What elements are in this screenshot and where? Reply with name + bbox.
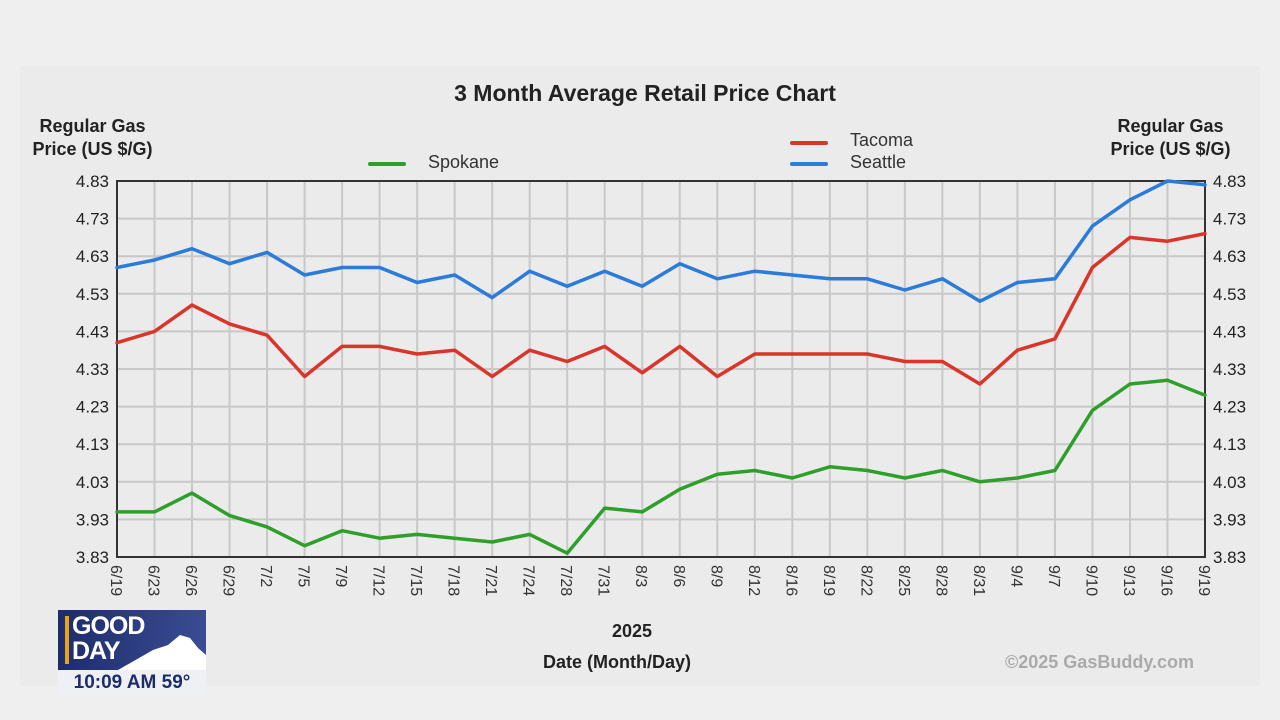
- x-tick-label: 9/16: [1157, 565, 1174, 596]
- x-tick-label: 6/26: [182, 565, 199, 596]
- x-tick-label: 7/15: [407, 565, 424, 596]
- x-tick-label: 8/6: [670, 565, 687, 587]
- y-tick-label-left: 4.63: [76, 247, 109, 266]
- clock-time: 10:09 AM: [73, 672, 157, 693]
- y-tick-label-left: 3.83: [76, 548, 109, 567]
- temperature: 59°: [161, 672, 191, 693]
- x-tick-label: 9/7: [1045, 565, 1062, 587]
- good-day-logo: GOOD DAY 10:09 AM 59°: [58, 610, 206, 696]
- y-tick-label-right: 4.23: [1213, 398, 1246, 417]
- y-tick-label-left: 4.33: [76, 360, 109, 379]
- y-tick-label-left: 4.13: [76, 435, 109, 454]
- x-tick-label: 8/25: [895, 565, 912, 596]
- y-tick-label-left: 4.23: [76, 398, 109, 417]
- y-axis-label-right-line2: Price (US $/G): [1110, 139, 1231, 159]
- x-tick-label: 8/22: [857, 565, 874, 596]
- logo-text-line1: GOOD: [72, 612, 145, 640]
- series-line-tacoma: [115, 231, 1207, 386]
- x-tick-label: 7/18: [445, 565, 462, 596]
- x-tick-label: 7/12: [370, 565, 387, 596]
- time-temp-bar: 10:09 AM 59°: [58, 670, 206, 696]
- x-axis-title: Date (Month/Day): [543, 652, 691, 672]
- logo-text-line2: DAY: [72, 637, 121, 665]
- y-tick-label-left: 4.73: [76, 210, 109, 229]
- x-tick-label: 7/24: [520, 565, 537, 596]
- y-tick-label-left: 3.93: [76, 510, 109, 529]
- legend-swatch-spokane: [368, 162, 406, 166]
- legend-label-spokane: Spokane: [428, 152, 500, 172]
- x-tick-label: 7/9: [332, 565, 349, 587]
- logo-accent-bar: [65, 616, 69, 664]
- y-tick-label-right: 3.93: [1213, 510, 1246, 529]
- y-tick-label-left: 4.03: [76, 473, 109, 492]
- legend-swatch-seattle: [790, 162, 828, 166]
- series-line-seattle: [115, 179, 1207, 304]
- y-axis-label-left-line2: Price (US $/G): [32, 139, 153, 159]
- plot-border: [116, 180, 1206, 558]
- y-axis-label-left: Regular Gas Price (US $/G): [20, 115, 165, 161]
- logo-banner: GOOD DAY: [58, 610, 206, 670]
- y-tick-label-right: 4.63: [1213, 247, 1246, 266]
- x-tick-label: 9/4: [1007, 565, 1024, 587]
- gasbuddy-watermark: ©2025 GasBuddy.com: [1005, 652, 1194, 672]
- y-axis-label-right-line1: Regular Gas: [1117, 116, 1224, 136]
- x-tick-label: 6/29: [220, 565, 237, 596]
- y-tick-label-left: 4.53: [76, 285, 109, 304]
- x-tick-label: 8/12: [745, 565, 762, 596]
- x-tick-label: 6/23: [145, 565, 162, 596]
- series-line-spokane: [115, 378, 1207, 555]
- x-tick-label: 7/2: [257, 565, 274, 587]
- x-tick-label: 7/5: [295, 565, 312, 587]
- x-tick-label: 7/31: [595, 565, 612, 596]
- y-tick-label-right: 4.03: [1213, 473, 1246, 492]
- y-tick-label-right: 3.83: [1213, 548, 1246, 567]
- logo-text: GOOD DAY: [72, 612, 145, 665]
- y-tick-label-right: 4.83: [1213, 172, 1246, 191]
- y-tick-label-left: 4.43: [76, 322, 109, 341]
- chart-title: 3 Month Average Retail Price Chart: [454, 80, 836, 106]
- x-tick-label: 7/28: [557, 565, 574, 596]
- y-tick-label-right: 4.73: [1213, 210, 1246, 229]
- x-tick-label: 8/3: [632, 565, 649, 587]
- legend-label-tacoma: Tacoma: [850, 130, 914, 150]
- x-tick-label: 9/13: [1120, 565, 1137, 596]
- y-axis-label-left-line1: Regular Gas: [39, 116, 146, 136]
- x-tick-label: 6/19: [107, 565, 124, 596]
- x-tick-label: 8/31: [970, 565, 987, 596]
- x-axis-year: 2025: [611, 621, 653, 641]
- y-tick-label-left: 4.83: [76, 172, 109, 191]
- x-tick-label: 9/19: [1195, 565, 1212, 596]
- x-tick-label: 7/21: [482, 565, 499, 596]
- x-tick-label: 8/19: [820, 565, 837, 596]
- legend-label-seattle: Seattle: [850, 152, 907, 172]
- x-tick-label: 8/16: [782, 565, 799, 596]
- y-tick-label-right: 4.53: [1213, 285, 1246, 304]
- mountain-icon: [118, 635, 206, 670]
- legend-swatch-tacoma: [790, 141, 828, 145]
- x-tick-label: 8/28: [932, 565, 949, 596]
- y-tick-label-right: 4.33: [1213, 360, 1246, 379]
- y-axis-label-right: Regular Gas Price (US $/G): [1098, 115, 1243, 161]
- y-tick-label-right: 4.13: [1213, 435, 1246, 454]
- x-tick-label: 8/9: [707, 565, 724, 587]
- x-tick-label: 9/10: [1082, 565, 1099, 596]
- y-tick-label-right: 4.43: [1213, 322, 1246, 341]
